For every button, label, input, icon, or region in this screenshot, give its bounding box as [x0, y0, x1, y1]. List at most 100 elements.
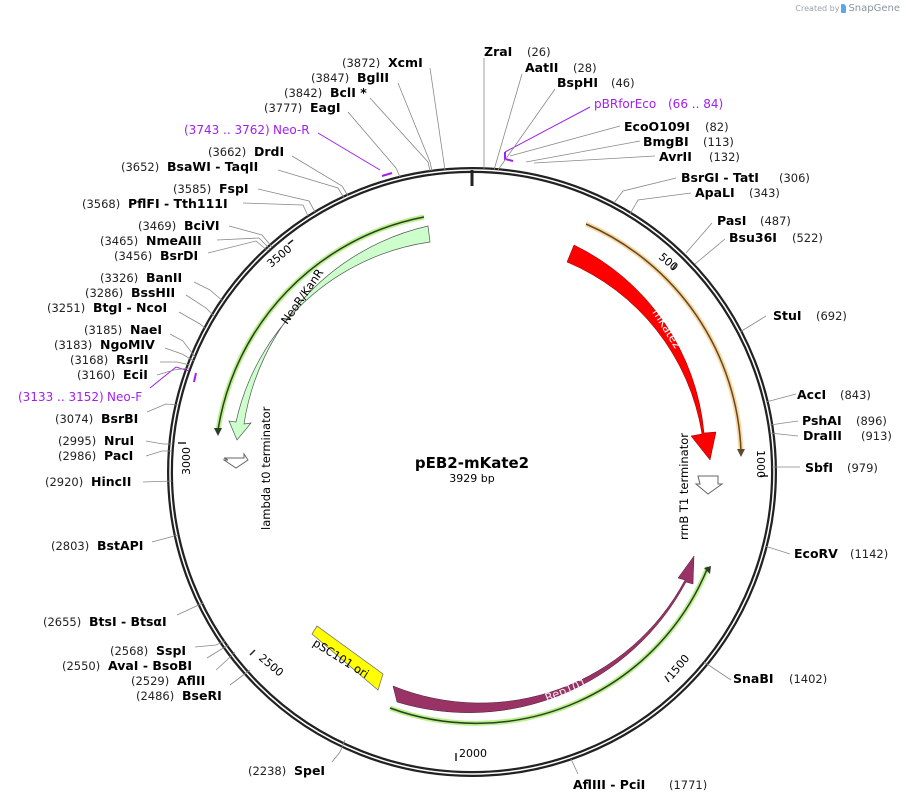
site-bcli[interactable]: (3842) BclI * [284, 85, 367, 100]
feature-mkate2[interactable]: mKate2 [566, 244, 717, 461]
site-bsrbi[interactable]: (3074) BsrBI [55, 411, 138, 426]
site-drdi[interactable]: (3662) DrdI [208, 144, 284, 159]
site-labels-right: ZraI (26) AatII (28) BspHI (46) EcoO109I (82… [484, 44, 892, 792]
svg-text:BmgBI: BmgBI [643, 134, 689, 149]
site-bseri[interactable]: (2486) BseRI [136, 688, 222, 703]
svg-text:(2920): (2920) [45, 475, 83, 489]
site-bcivi[interactable]: (3469) BciVI [138, 218, 220, 233]
svg-text:(3777): (3777) [264, 101, 302, 115]
svg-text:(3251): (3251) [47, 301, 85, 315]
site-pasi[interactable]: PasI (487) [717, 213, 791, 228]
site-banii[interactable]: (3326) BanII [100, 270, 182, 285]
svg-text:BstAPI: BstAPI [97, 538, 143, 553]
svg-text:(2550): (2550) [62, 659, 100, 673]
svg-text:BsrBI: BsrBI [101, 411, 138, 426]
site-sspi[interactable]: (2568) SspI [110, 643, 186, 658]
site-ecorv[interactable]: EcoRV (1142) [794, 546, 888, 561]
site-avrii[interactable]: AvrII (132) [659, 149, 740, 164]
svg-text:ApaLI: ApaLI [695, 185, 735, 200]
svg-text:(82): (82) [705, 120, 729, 134]
backbone [167, 167, 777, 777]
site-nmeaiii[interactable]: (3465) NmeAIII [100, 233, 202, 248]
svg-text:(2568): (2568) [110, 644, 148, 658]
site-avai-bsobi[interactable]: (2550) AvaI - BsoBI [62, 658, 192, 673]
tick-1500: 1500 [664, 652, 692, 683]
svg-text:BglII: BglII [357, 70, 389, 85]
site-bsrgi-tati[interactable]: BsrGI - TatI (306) [681, 170, 810, 185]
site-spei[interactable]: (2238) SpeI [248, 763, 325, 778]
site-bsphi[interactable]: BspHI (46) [557, 75, 635, 90]
site-pshai[interactable]: PshAI (896) [802, 413, 887, 428]
site-bsawi-taqii[interactable]: (3652) BsaWI - TaqII [121, 159, 258, 174]
site-ecii[interactable]: (3160) EciI [77, 367, 148, 382]
svg-text:(3326): (3326) [100, 271, 138, 285]
site-rsrii[interactable]: (3168) RsrII [70, 352, 149, 367]
svg-text:AvrII: AvrII [659, 149, 692, 164]
feature-psc101-ori[interactable]: pSC101 ori [310, 625, 384, 691]
svg-text:(132): (132) [709, 150, 740, 164]
feature-neor-primer-track[interactable] [214, 214, 425, 436]
site-acci[interactable]: AccI (843) [797, 387, 871, 402]
site-eagi[interactable]: (3777) EagI [264, 100, 341, 115]
site-draiii[interactable]: DraIII (913) [803, 428, 892, 443]
site-bsrdi[interactable]: (3456) BsrDI [114, 248, 198, 263]
svg-text:(3465): (3465) [100, 234, 138, 248]
site-ecoo109i[interactable]: EcoO109I (82) [624, 119, 729, 134]
svg-text:pBRforEco: pBRforEco [594, 97, 656, 111]
svg-text:(3456): (3456) [114, 249, 152, 263]
site-ngomiv[interactable]: (3183) NgoMIV [54, 337, 155, 352]
svg-text:(3074): (3074) [55, 412, 93, 426]
site-snabi[interactable]: SnaBI (1402) [733, 671, 827, 686]
site-btgi-ncoi[interactable]: (3251) BtgI - NcoI [47, 300, 167, 315]
site-xcmi[interactable]: (3872) XcmI [342, 55, 423, 70]
svg-text:(3469): (3469) [138, 219, 176, 233]
site-bstapi[interactable]: (2803) BstAPI [51, 538, 143, 553]
site-nrui[interactable]: (2995) NruI [58, 433, 134, 448]
site-bglii[interactable]: (3847) BglII [311, 70, 389, 85]
svg-text:BsrDI: BsrDI [160, 248, 198, 263]
svg-text:pSC101 ori: pSC101 ori [310, 636, 371, 681]
svg-text:2000: 2000 [459, 747, 487, 760]
site-stui[interactable]: StuI (692) [773, 308, 847, 323]
svg-text:PshAI: PshAI [802, 413, 842, 428]
site-btsi-btsai[interactable]: (2655) BtsI - BtsαI [43, 614, 167, 629]
svg-text:(3183): (3183) [54, 338, 92, 352]
svg-text:(487): (487) [760, 214, 791, 228]
primer-pbrforeco[interactable]: pBRforEco (66 .. 84) [504, 97, 723, 162]
feature-rep101[interactable]: Rep101 [392, 555, 695, 713]
svg-text:DraIII: DraIII [803, 428, 842, 443]
snapgene-credit: Created by SnapGene [795, 3, 900, 14]
svg-text:(1142): (1142) [850, 547, 888, 561]
feature-rep101-primer-track[interactable] [389, 566, 711, 726]
svg-text:RsrII: RsrII [116, 352, 149, 367]
svg-text:(2803): (2803) [51, 539, 89, 553]
site-bsu36i[interactable]: Bsu36I (522) [729, 230, 823, 245]
svg-text:Neo-R: Neo-R [273, 123, 310, 137]
site-apali[interactable]: ApaLI (343) [695, 185, 780, 200]
svg-text:SbfI: SbfI [805, 460, 833, 475]
site-aflii[interactable]: (2529) AflII [131, 673, 205, 688]
site-afliii-pcii[interactable]: AflIII - PciI (1771) [573, 777, 707, 792]
svg-text:PflFI - Tth111I: PflFI - Tth111I [128, 196, 228, 211]
site-pflfi-tth111i[interactable]: (3568) PflFI - Tth111I [82, 196, 228, 211]
site-fspi[interactable]: (3585) FspI [173, 181, 249, 196]
site-bsshii[interactable]: (3286) BssHII [85, 285, 175, 300]
site-sbfi[interactable]: SbfI (979) [805, 460, 878, 475]
feature-lambda-t0-terminator[interactable]: lambda t0 terminator [222, 406, 273, 530]
site-paci[interactable]: (2986) PacI [58, 448, 133, 463]
svg-text:SspI: SspI [156, 643, 186, 658]
primer-neo-r[interactable]: (3743 .. 3762) Neo-R [184, 123, 393, 177]
feature-rrnb-terminator[interactable]: rrnB T1 terminator [677, 433, 724, 540]
svg-text:(3662): (3662) [208, 145, 246, 159]
svg-text:Neo-F: Neo-F [107, 390, 142, 404]
svg-text:XcmI: XcmI [388, 55, 423, 70]
svg-text:(522): (522) [792, 231, 823, 245]
site-bmgbi[interactable]: BmgBI (113) [643, 134, 734, 149]
feature-mkate2-primer-track[interactable] [585, 221, 745, 457]
site-hincii[interactable]: (2920) HincII [45, 474, 131, 489]
site-naei[interactable]: (3185) NaeI [84, 322, 162, 337]
primer-neo-f[interactable]: (3133 .. 3152) Neo-F [18, 366, 197, 404]
svg-text:(3652): (3652) [121, 160, 159, 174]
site-aatii[interactable]: AatII (28) [525, 60, 597, 75]
site-zrai[interactable]: ZraI (26) [484, 44, 551, 59]
